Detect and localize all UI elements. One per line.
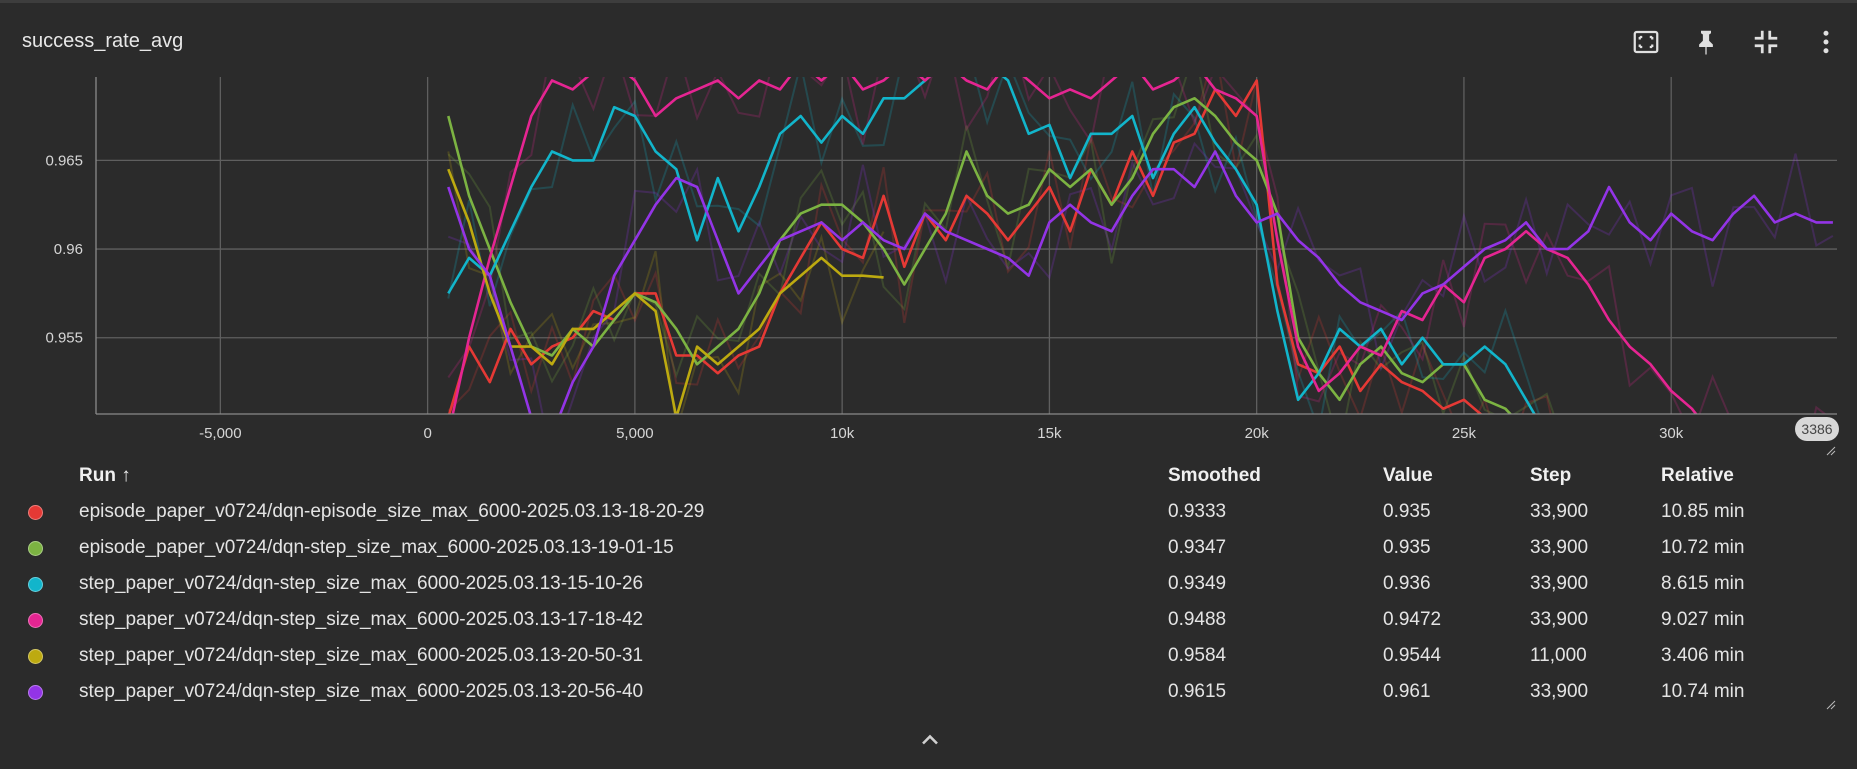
raw-value: 0.936 <box>1383 573 1431 594</box>
raw-series-line <box>447 77 1540 414</box>
relative-time: 10.72 min <box>1661 537 1745 558</box>
line-chart[interactable]: -5,000 0 5,000 10k 15k 20k 25k 30k 0.955 0.96 0.96… <box>0 60 1857 460</box>
series-color-dot[interactable] <box>28 685 43 700</box>
card-title: success_rate_avg <box>22 30 184 52</box>
x-tick-label: 15k <box>1037 425 1062 442</box>
legend-row[interactable]: episode_paper_v0724/dqn-episode_size_max… <box>0 496 1857 526</box>
raw-value: 0.9544 <box>1383 645 1442 666</box>
run-name: step_paper_v0724/dqn-step_size_max_6000-… <box>79 681 644 702</box>
y-tick-label: 0.965 <box>45 152 83 169</box>
run-name: episode_paper_v0724/dqn-episode_size_max… <box>79 501 705 522</box>
y-tick-label: 0.96 <box>54 241 83 258</box>
legend-row[interactable]: step_paper_v0724/dqn-step_size_max_6000-… <box>0 604 1857 634</box>
series-color-dot[interactable] <box>28 577 43 592</box>
chart-resize-handle-icon[interactable] <box>1826 446 1836 456</box>
x-tick-label: 20k <box>1245 425 1270 442</box>
x-tick-label: 0 <box>423 425 431 442</box>
x-tick-label: 5,000 <box>616 425 654 442</box>
pin-icon <box>1699 30 1713 55</box>
step-value: 33,900 <box>1530 501 1589 522</box>
x-tick-label: 10k <box>830 425 855 442</box>
smoothed-value: 0.9347 <box>1168 537 1227 558</box>
more-options-button[interactable] <box>1805 22 1847 62</box>
series-line[interactable] <box>447 79 1833 461</box>
header-run[interactable]: Run ↑ <box>79 465 131 486</box>
raw-series-line <box>447 77 1552 414</box>
run-name: episode_paper_v0724/dqn-step_size_max_60… <box>79 537 674 558</box>
raw-series-line <box>447 77 1555 414</box>
chevron-up-icon <box>922 734 938 745</box>
relative-time: 9.027 min <box>1661 609 1745 630</box>
series-color-dot[interactable] <box>28 541 43 556</box>
relative-time: 10.85 min <box>1661 501 1745 522</box>
smoothed-value: 0.9488 <box>1168 609 1227 630</box>
series-line[interactable] <box>448 63 1833 453</box>
series-color-dot[interactable] <box>28 649 43 664</box>
table-resize-handle-icon[interactable] <box>1826 700 1836 710</box>
series-color-dot[interactable] <box>28 613 43 628</box>
legend-row[interactable]: step_paper_v0724/dqn-step_size_max_6000-… <box>0 676 1857 706</box>
x-tick-label: 25k <box>1452 425 1477 442</box>
y-tick-label: 0.955 <box>45 330 83 347</box>
header-step[interactable]: Step <box>1530 465 1572 486</box>
header-value[interactable]: Value <box>1383 465 1433 486</box>
step-value: 33,900 <box>1530 573 1589 594</box>
step-cursor-label: 3386 <box>1801 421 1832 437</box>
relative-time: 3.406 min <box>1661 645 1745 666</box>
run-name: step_paper_v0724/dqn-step_size_max_6000-… <box>79 645 644 666</box>
header-relative[interactable]: Relative <box>1661 465 1734 486</box>
raw-value: 0.9472 <box>1383 609 1442 630</box>
relative-time: 8.615 min <box>1661 573 1745 594</box>
smoothed-value: 0.9615 <box>1168 681 1227 702</box>
series-line[interactable] <box>447 168 884 417</box>
run-name: step_paper_v0724/dqn-step_size_max_6000-… <box>79 573 644 594</box>
smoothed-value: 0.9333 <box>1168 501 1227 522</box>
raw-series-line <box>447 151 885 414</box>
more-vert-icon <box>1823 30 1829 54</box>
smoothed-value: 0.9349 <box>1168 573 1227 594</box>
series-line[interactable] <box>447 96 1833 460</box>
raw-value: 0.935 <box>1383 501 1431 522</box>
x-tick-label: 30k <box>1659 425 1684 442</box>
legend-header: Run ↑ Smoothed Value Step Relative <box>0 460 1857 490</box>
step-cursor-badge <box>1795 417 1839 441</box>
pin-button[interactable] <box>1685 22 1727 62</box>
raw-value: 0.935 <box>1383 537 1431 558</box>
collapse-card-button[interactable] <box>916 726 944 754</box>
x-tick-label: -5,000 <box>199 425 242 442</box>
legend-row[interactable]: step_paper_v0724/dqn-step_size_max_6000-… <box>0 568 1857 598</box>
exit-fullscreen-button[interactable] <box>1745 22 1787 62</box>
run-name: step_paper_v0724/dqn-step_size_max_6000-… <box>79 609 644 630</box>
series-line[interactable] <box>447 150 1833 436</box>
step-value: 33,900 <box>1530 609 1589 630</box>
top-border <box>0 0 1857 3</box>
fit-domain-button[interactable] <box>1625 22 1667 62</box>
card-toolbar <box>1625 22 1847 62</box>
step-value: 11,000 <box>1530 645 1587 666</box>
fit-domain-icon <box>1633 30 1659 54</box>
legend-row[interactable]: episode_paper_v0724/dqn-step_size_max_60… <box>0 532 1857 562</box>
step-value: 33,900 <box>1530 537 1589 558</box>
legend-row[interactable]: step_paper_v0724/dqn-step_size_max_6000-… <box>0 640 1857 670</box>
relative-time: 10.74 min <box>1661 681 1745 702</box>
exit-fullscreen-icon <box>1754 30 1778 54</box>
step-value: 33,900 <box>1530 681 1589 702</box>
header-smoothed[interactable]: Smoothed <box>1168 465 1261 486</box>
raw-value: 0.961 <box>1383 681 1431 702</box>
smoothed-value: 0.9584 <box>1168 645 1227 666</box>
series-color-dot[interactable] <box>28 505 43 520</box>
raw-series-line <box>447 77 1827 414</box>
series-line[interactable] <box>447 63 1833 460</box>
